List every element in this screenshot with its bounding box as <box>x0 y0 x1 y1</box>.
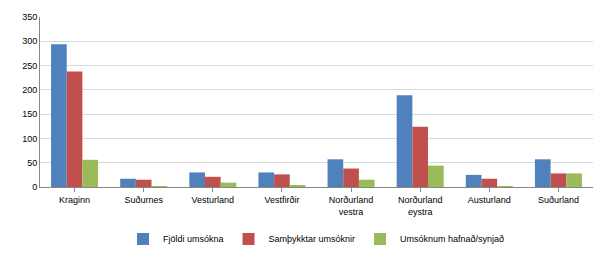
svg-text:Norðurlandvestra: Norðurlandvestra <box>329 195 374 217</box>
svg-text:350: 350 <box>22 12 37 22</box>
svg-text:150: 150 <box>22 109 37 119</box>
svg-text:250: 250 <box>22 61 37 71</box>
svg-text:100: 100 <box>22 134 37 144</box>
svg-text:300: 300 <box>22 36 37 46</box>
svg-text:Kraginn: Kraginn <box>59 195 90 205</box>
svg-text:Samþykktar umsóknir: Samþykktar umsóknir <box>269 234 356 244</box>
svg-text:50: 50 <box>27 158 37 168</box>
svg-text:Suðurnes: Suðurnes <box>124 195 163 205</box>
svg-text:0: 0 <box>32 182 37 192</box>
svg-text:Austurland: Austurland <box>468 195 511 205</box>
svg-text:Umsóknum hafnað/synjað: Umsóknum hafnað/synjað <box>400 234 504 244</box>
svg-text:Vestfirðir: Vestfirðir <box>264 195 299 205</box>
svg-text:Vesturland: Vesturland <box>192 195 235 205</box>
svg-text:Norðurlandeystra: Norðurlandeystra <box>398 195 443 217</box>
svg-text:Fjöldi umsókna: Fjöldi umsókna <box>163 234 224 244</box>
svg-text:Suðurland: Suðurland <box>538 195 579 205</box>
svg-text:200: 200 <box>22 85 37 95</box>
